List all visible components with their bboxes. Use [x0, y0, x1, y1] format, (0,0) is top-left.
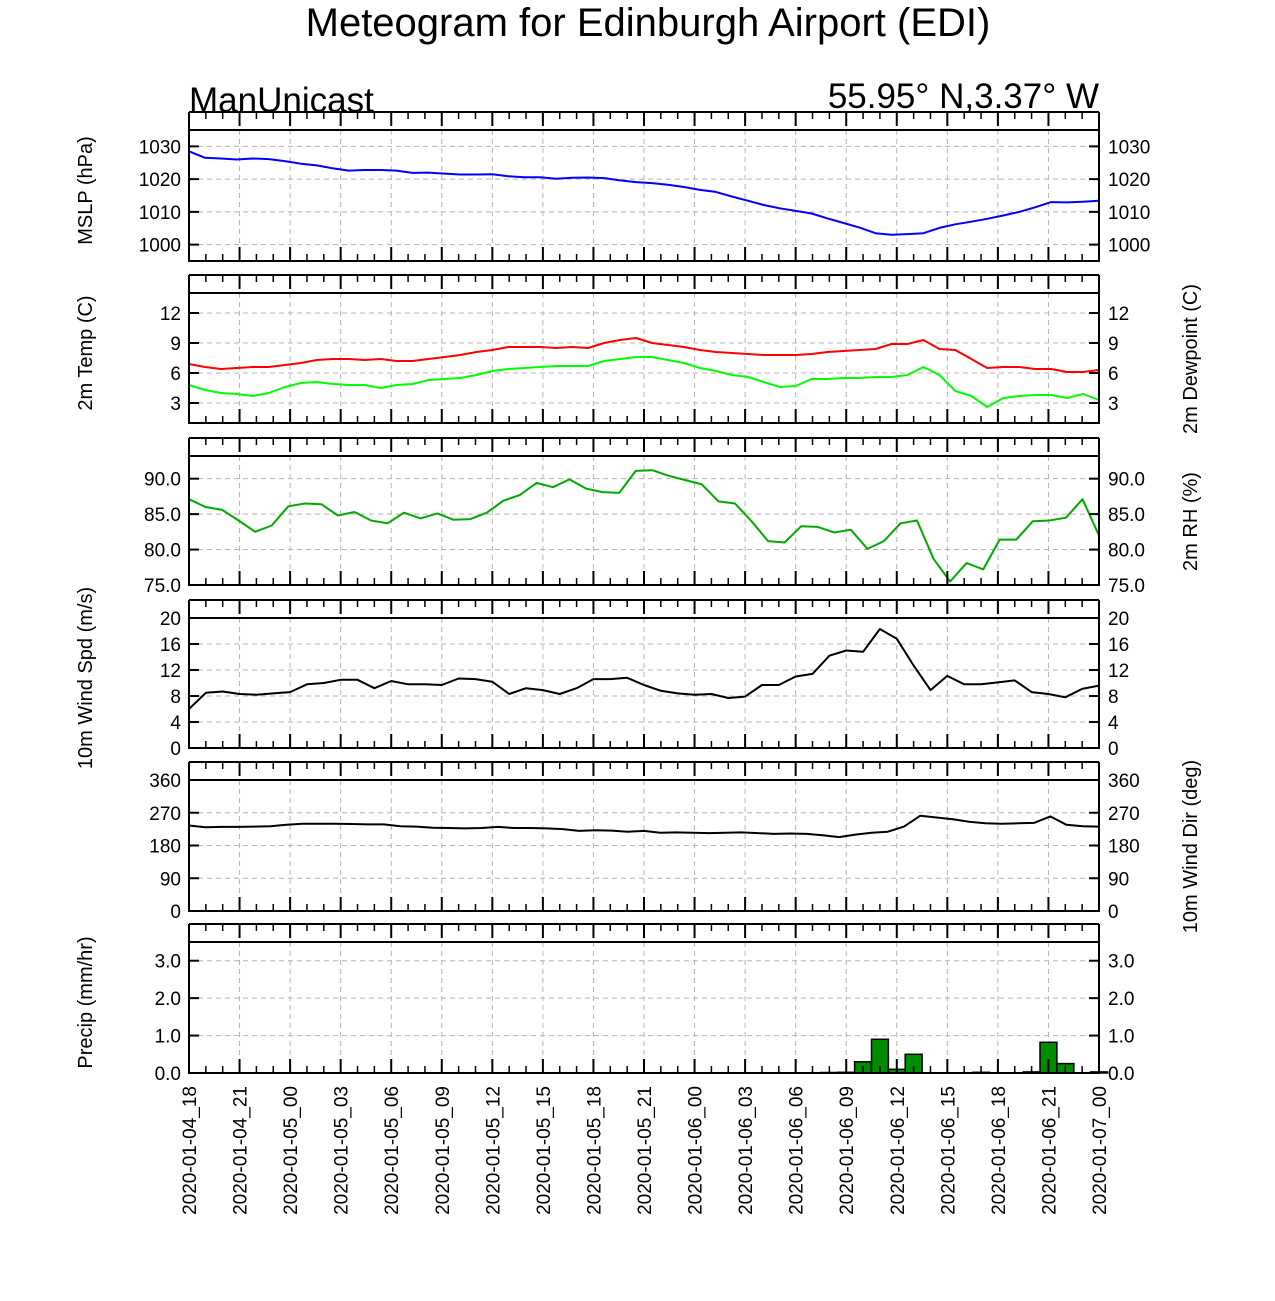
y-tick-label-right: 0.0 — [1108, 1064, 1134, 1085]
y-axis-title-right: 10m Wind Dir (deg) — [1180, 760, 1202, 933]
y-tick-label-left: 80.0 — [144, 541, 181, 562]
wspd-series-0 — [188, 628, 1100, 710]
y-tick-label-right: 80.0 — [1108, 541, 1145, 562]
panel-precip: 0.0 0.0 1.0 1.0 2.0 2.0 3.0 3.0 Precip (mm/hr) — [75, 923, 1134, 1085]
y-tick-label-right: 9 — [1108, 334, 1119, 355]
y-tick-label-left: 0.0 — [155, 1064, 181, 1085]
y-tick-label-right: 90.0 — [1108, 470, 1145, 491]
y-tick-label-right: 270 — [1108, 804, 1140, 825]
panel-wdir: 0 0 90 90 180 180 270 270 360 360 10m Wind Dir (de… — [149, 760, 1202, 933]
y-tick-label-left: 12 — [160, 304, 181, 325]
y-tick-label-right: 1030 — [1108, 137, 1150, 158]
x-tick-label: 2020-01-06_06 — [787, 1086, 808, 1215]
x-tick-label: 2020-01-05_21 — [635, 1086, 656, 1215]
y-tick-label-right: 85.0 — [1108, 505, 1145, 526]
x-tick-label: 2020-01-05_00 — [281, 1086, 302, 1215]
y-tick-label-right: 4 — [1108, 713, 1119, 734]
temp-series-1 — [188, 356, 1100, 408]
y-tick-label-left: 6 — [170, 364, 181, 385]
y-tick-label-right: 0 — [1108, 902, 1119, 923]
y-tick-label-right: 1.0 — [1108, 1027, 1134, 1048]
y-tick-label-right: 0 — [1108, 739, 1119, 760]
panels: 1000 1000 1010 1010 1020 1020 1030 1030 MSLP (hP… — [75, 111, 1202, 1085]
y-tick-label-left: 75.0 — [144, 576, 181, 597]
chart-title: Meteogram for Edinburgh Airport (EDI) — [306, 1, 991, 45]
y-tick-label-left: 0 — [170, 739, 181, 760]
temp-series-0 — [188, 337, 1100, 373]
y-tick-label-left: 180 — [149, 837, 181, 858]
source-label: ManUnicast — [189, 81, 374, 120]
x-axis: 2020-01-04_18 2020-01-04_21 2020-01-05_00 2… — [180, 1086, 1111, 1215]
y-tick-label-left: 2.0 — [155, 989, 181, 1010]
y-tick-label-left: 270 — [149, 804, 181, 825]
x-tick-label: 2020-01-05_06 — [382, 1086, 403, 1215]
y-tick-label-left: 1020 — [139, 170, 181, 191]
y-tick-label-right: 75.0 — [1108, 576, 1145, 597]
y-tick-label-right: 180 — [1108, 837, 1140, 858]
x-tick-label: 2020-01-06_00 — [686, 1086, 707, 1215]
y-axis-title-left: 10m Wind Spd (m/s) — [75, 587, 97, 769]
x-tick-label: 2020-01-07_00 — [1090, 1086, 1111, 1215]
y-tick-label-right: 16 — [1108, 635, 1129, 656]
x-tick-label: 2020-01-05_15 — [534, 1086, 555, 1215]
mslp-series-0 — [188, 150, 1100, 236]
y-tick-label-left: 1030 — [139, 137, 181, 158]
x-tick-label: 2020-01-06_09 — [837, 1086, 858, 1215]
y-tick-label-left: 8 — [170, 687, 181, 708]
y-tick-label-left: 90 — [160, 869, 181, 890]
y-tick-label-right: 12 — [1108, 661, 1129, 682]
x-tick-label: 2020-01-04_18 — [180, 1086, 201, 1215]
y-tick-label-left: 1010 — [139, 203, 181, 224]
y-tick-label-right: 3.0 — [1108, 952, 1134, 973]
y-tick-label-left: 16 — [160, 635, 181, 656]
x-tick-label: 2020-01-06_21 — [1039, 1086, 1060, 1215]
y-axis-title-left: 2m Temp (C) — [75, 295, 97, 410]
y-tick-label-right: 2.0 — [1108, 989, 1134, 1010]
x-tick-label: 2020-01-06_12 — [888, 1086, 909, 1215]
panel-mslp: 1000 1000 1010 1010 1020 1020 1030 1030 MSLP (hP… — [75, 111, 1150, 262]
y-tick-label-left: 4 — [170, 713, 181, 734]
y-tick-label-left: 3 — [170, 394, 181, 415]
y-tick-label-left: 12 — [160, 661, 181, 682]
panel-wspd: 0 0 4 4 8 8 12 12 16 16 20 20 10m Wind Spd (m/s) — [75, 587, 1129, 769]
y-tick-label-left: 9 — [170, 334, 181, 355]
y-tick-label-right: 1000 — [1108, 236, 1150, 257]
panel-temp: 3 3 6 6 9 9 12 12 2m Temp (C) 2m Dewpoint (C) — [75, 274, 1202, 434]
x-tick-label: 2020-01-05_18 — [584, 1086, 605, 1215]
y-tick-label-left: 3.0 — [155, 952, 181, 973]
panel-rh: 75.0 75.0 80.0 80.0 85.0 85.0 90.0 90.0 2m RH (%… — [144, 437, 1202, 597]
y-tick-label-right: 12 — [1108, 304, 1129, 325]
x-tick-label: 2020-01-04_21 — [231, 1086, 252, 1215]
x-tick-label: 2020-01-06_03 — [736, 1086, 757, 1215]
y-axis-title-left: Precip (mm/hr) — [75, 936, 97, 1068]
y-axis-title-right: 2m Dewpoint (C) — [1180, 284, 1202, 434]
y-tick-label-left: 85.0 — [144, 505, 181, 526]
y-tick-label-right: 6 — [1108, 364, 1119, 385]
location-label: 55.95° N,3.37° W — [828, 77, 1099, 116]
y-tick-label-left: 20 — [160, 609, 181, 630]
x-tick-label: 2020-01-06_18 — [989, 1086, 1010, 1215]
x-tick-label: 2020-01-05_09 — [433, 1086, 454, 1215]
y-tick-label-right: 360 — [1108, 771, 1140, 792]
wdir-series-0 — [188, 814, 1100, 839]
y-tick-label-right: 8 — [1108, 687, 1119, 708]
y-tick-label-left: 90.0 — [144, 470, 181, 491]
x-tick-label: 2020-01-05_12 — [483, 1086, 504, 1215]
y-tick-label-right: 1020 — [1108, 170, 1150, 191]
y-axis-title-left: MSLP (hPa) — [75, 136, 97, 245]
y-tick-label-left: 1.0 — [155, 1027, 181, 1048]
y-tick-label-left: 360 — [149, 771, 181, 792]
y-tick-label-right: 20 — [1108, 609, 1129, 630]
x-tick-label: 2020-01-05_03 — [332, 1086, 353, 1215]
y-axis-title-right: 2m RH (%) — [1180, 472, 1202, 571]
y-tick-label-right: 90 — [1108, 869, 1129, 890]
x-tick-label: 2020-01-06_15 — [938, 1086, 959, 1215]
y-tick-label-right: 1010 — [1108, 203, 1150, 224]
y-tick-label-right: 3 — [1108, 394, 1119, 415]
y-tick-label-left: 1000 — [139, 236, 181, 257]
y-tick-label-left: 0 — [170, 902, 181, 923]
